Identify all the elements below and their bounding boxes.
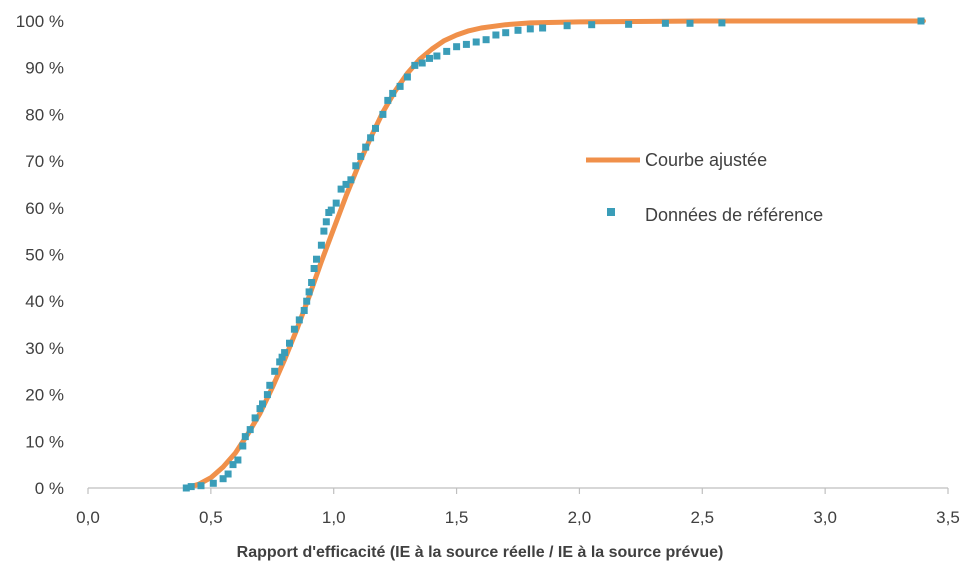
x-tick-label: 3,0 — [813, 508, 837, 527]
reference-data-point — [337, 185, 345, 193]
reference-data-point — [462, 40, 470, 48]
reference-data-point — [418, 59, 426, 67]
reference-data-point — [526, 25, 534, 33]
reference-data-point — [403, 73, 411, 81]
reference-data-point — [539, 24, 547, 32]
reference-data-point — [372, 124, 379, 132]
x-tick-label: 1,0 — [322, 508, 346, 527]
reference-data-point — [300, 307, 308, 314]
legend-marker-swatch — [607, 208, 615, 216]
reference-data-point — [661, 19, 669, 27]
reference-data-point — [379, 110, 387, 118]
reference-data-point — [347, 176, 355, 184]
reference-data-point — [256, 405, 264, 413]
y-axis-tick-labels: 0 % 10 % 20 % 30 % 40 % 50 % 60 % 70 % 80 % 90 % 1… — [16, 12, 64, 498]
reference-data-point — [197, 482, 205, 490]
y-tick-label: 70 % — [25, 152, 64, 171]
reference-data-point — [310, 265, 318, 272]
reference-data-point — [625, 20, 633, 28]
x-tick-label: 0,0 — [76, 508, 100, 527]
y-tick-label: 50 % — [25, 246, 64, 265]
reference-data-point — [482, 36, 490, 44]
y-tick-label: 90 % — [25, 59, 64, 78]
reference-data-point — [502, 29, 510, 37]
legend-label-fitted-curve: Courbe ajustée — [645, 150, 767, 170]
reference-data-point — [271, 367, 279, 375]
reference-data-point — [320, 227, 328, 235]
reference-data-point — [239, 442, 247, 450]
reference-data-point — [367, 134, 375, 142]
reference-data-point — [263, 391, 271, 399]
reference-data-point — [295, 316, 303, 324]
reference-data-point — [187, 483, 195, 491]
reference-data-point — [327, 206, 335, 214]
y-tick-label: 30 % — [25, 339, 64, 358]
x-tick-label: 1,5 — [445, 508, 469, 527]
reference-data-point — [305, 288, 313, 296]
reference-data-point — [276, 358, 284, 366]
reference-data-point — [443, 47, 451, 55]
y-tick-label: 100 % — [16, 12, 64, 31]
reference-data-point — [332, 199, 340, 207]
reference-data-point — [308, 279, 316, 286]
reference-data-point — [246, 426, 254, 434]
reference-data-point — [563, 22, 571, 30]
reference-data-point — [718, 19, 726, 27]
x-axis-tick-marks — [87, 488, 949, 494]
reference-data-point — [290, 325, 298, 333]
reference-data-point — [241, 433, 249, 441]
y-tick-label: 0 % — [35, 479, 64, 498]
x-tick-label: 2,0 — [568, 508, 592, 527]
fitted-curve-line — [183, 18, 926, 491]
reference-data-point — [322, 218, 330, 226]
legend-label-reference-data: Données de référence — [645, 205, 823, 225]
y-tick-label: 80 % — [25, 105, 64, 124]
reference-data-point — [259, 400, 266, 408]
x-axis-tick-labels: 0,0 0,5 1,0 1,5 2,0 2,5 3,0 3,5 — [76, 508, 960, 527]
reference-data-point — [472, 38, 480, 46]
reference-data-point — [686, 19, 694, 27]
x-axis-title: Rapport d'efficacité (IE à la source rée… — [237, 544, 724, 561]
reference-data-point — [229, 461, 237, 469]
reference-data-point — [209, 479, 217, 487]
reference-data-point — [251, 414, 259, 422]
reference-data-point — [219, 475, 227, 483]
reference-data-point — [342, 180, 350, 188]
reference-data-point — [313, 255, 320, 263]
y-tick-label: 40 % — [25, 292, 64, 311]
reference-data-point — [266, 381, 274, 389]
y-tick-label: 20 % — [25, 386, 64, 405]
reference-data-point — [384, 96, 392, 104]
reference-data-point — [182, 484, 190, 492]
legend: Courbe ajustée Données de référence — [586, 150, 823, 225]
reference-data-point — [286, 339, 293, 347]
y-tick-label: 10 % — [25, 432, 64, 451]
reference-data-point — [588, 21, 596, 29]
reference-data-point — [234, 456, 242, 464]
reference-data-point — [433, 52, 441, 60]
x-tick-label: 0,5 — [199, 508, 223, 527]
reference-data-point — [357, 152, 365, 160]
reference-data-point — [362, 143, 370, 151]
reference-data-point — [426, 54, 433, 62]
reference-data-point — [396, 82, 404, 90]
plot-area — [182, 17, 926, 492]
reference-data-point — [303, 297, 311, 305]
y-tick-label: 60 % — [25, 199, 64, 218]
reference-data-point — [281, 349, 289, 357]
reference-data-point — [411, 61, 419, 69]
reference-data-point — [514, 26, 522, 34]
x-tick-label: 2,5 — [690, 508, 714, 527]
reference-data-point — [352, 162, 360, 170]
reference-data-point — [453, 43, 461, 51]
reference-data-point — [389, 89, 397, 97]
reference-data-point — [224, 470, 232, 478]
x-tick-label: 3,5 — [936, 508, 960, 527]
reference-data-point — [917, 17, 925, 25]
reference-data-point — [492, 31, 500, 39]
reference-data-point — [278, 353, 286, 361]
reference-data-point — [317, 241, 325, 249]
